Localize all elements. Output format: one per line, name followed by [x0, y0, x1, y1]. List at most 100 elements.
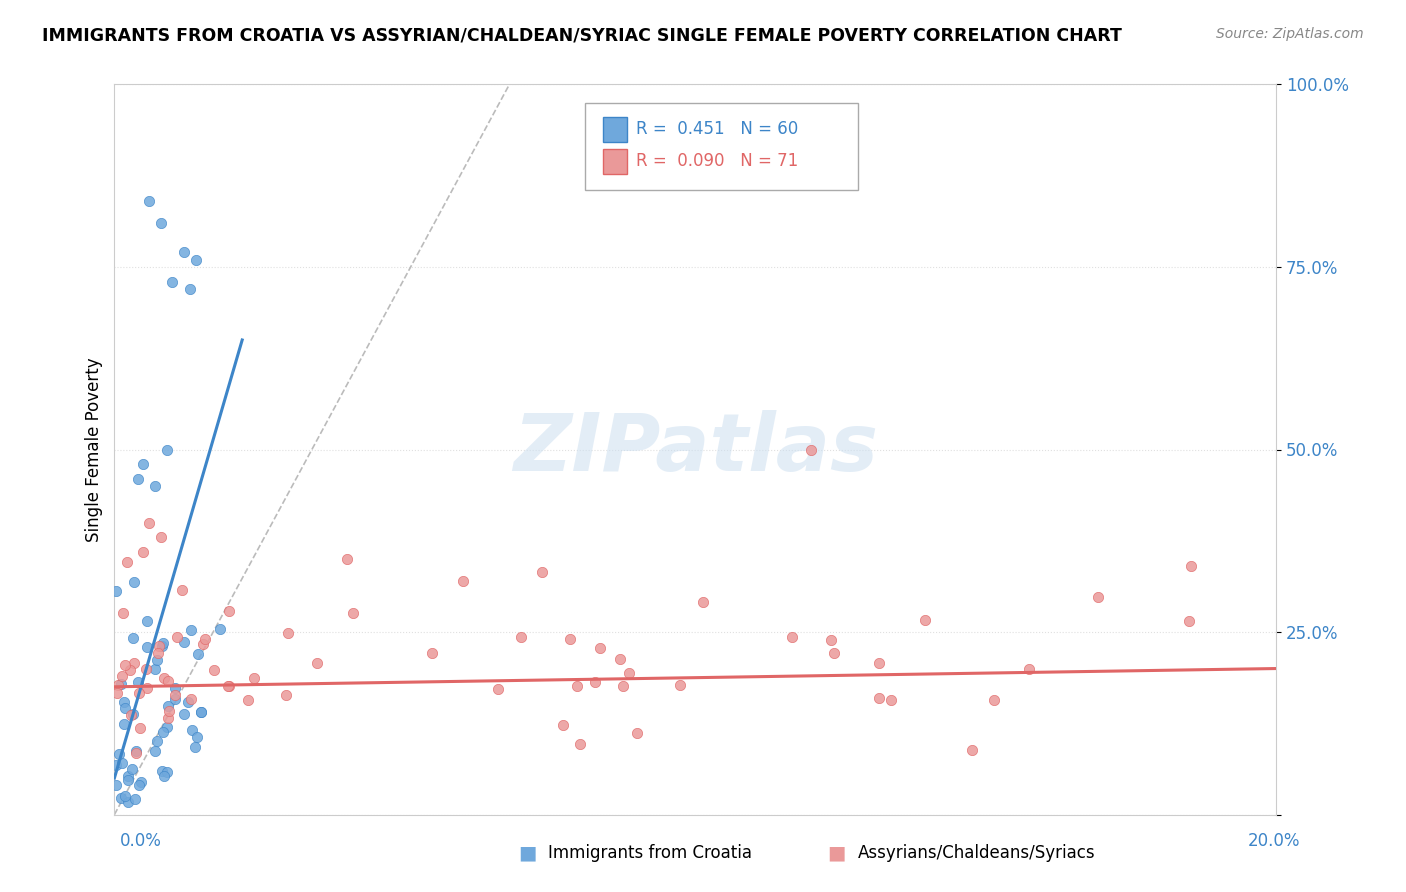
Point [129, 774, 152, 789]
Point [132, 545, 155, 559]
Point [914, 613, 936, 627]
Point [157, 704, 180, 718]
Point [669, 678, 692, 692]
Point [124, 792, 146, 806]
Point [162, 275, 184, 289]
Point [960, 743, 983, 757]
Point [117, 769, 139, 783]
Point [165, 692, 187, 706]
Point [509, 630, 531, 644]
Point [115, 555, 138, 569]
Point [105, 757, 128, 772]
Point [451, 574, 474, 588]
Point [157, 673, 180, 688]
Point [1178, 614, 1201, 628]
Point [583, 674, 606, 689]
Point [111, 669, 134, 683]
Point [880, 693, 903, 707]
Point [626, 726, 648, 740]
Point [150, 640, 173, 654]
Point [146, 653, 169, 667]
Text: Immigrants from Croatia: Immigrants from Croatia [548, 844, 752, 862]
Point [202, 663, 225, 677]
Point [136, 640, 159, 655]
Point [531, 566, 554, 580]
Point [277, 626, 299, 640]
Point [193, 632, 215, 646]
Point [112, 717, 135, 731]
Point [125, 744, 148, 758]
Point [184, 739, 207, 754]
Point [274, 688, 297, 702]
Point [179, 282, 201, 296]
Y-axis label: Single Female Poverty: Single Female Poverty [86, 357, 103, 541]
Point [107, 747, 129, 761]
Point [617, 665, 640, 680]
Point [117, 795, 139, 809]
Point [868, 690, 890, 705]
Point [187, 648, 209, 662]
Point [145, 744, 167, 758]
Text: IMMIGRANTS FROM CROATIA VS ASSYRIAN/CHALDEAN/SYRIAC SINGLE FEMALE POVERTY CORREL: IMMIGRANTS FROM CROATIA VS ASSYRIAN/CHAL… [42, 27, 1122, 45]
Point [146, 647, 169, 661]
Point [177, 695, 200, 709]
Point [823, 646, 845, 660]
Point [152, 636, 174, 650]
Point [190, 705, 212, 719]
Point [800, 442, 823, 457]
Point [166, 630, 188, 644]
Point [184, 252, 207, 267]
Point [127, 674, 149, 689]
FancyBboxPatch shape [603, 117, 627, 142]
Point [163, 688, 186, 702]
Point [152, 724, 174, 739]
Text: Source: ZipAtlas.com: Source: ZipAtlas.com [1216, 27, 1364, 41]
FancyBboxPatch shape [585, 103, 858, 190]
Point [156, 698, 179, 713]
Point [132, 457, 155, 471]
Point [150, 764, 173, 778]
Text: R =  0.090   N = 71: R = 0.090 N = 71 [636, 153, 799, 170]
Point [148, 639, 170, 653]
Point [820, 633, 842, 648]
Point [146, 734, 169, 748]
Point [105, 583, 128, 598]
Point [138, 194, 160, 209]
FancyBboxPatch shape [603, 150, 627, 174]
Point [181, 723, 204, 737]
Point [153, 671, 176, 685]
Point [111, 607, 134, 621]
Point [110, 677, 132, 691]
Point [342, 606, 364, 620]
Point [157, 711, 180, 725]
Point [128, 686, 150, 700]
Text: ■: ■ [517, 843, 537, 862]
Point [565, 679, 588, 693]
Point [180, 624, 202, 638]
Point [173, 634, 195, 648]
Point [124, 656, 146, 670]
Point [112, 695, 135, 709]
Point [143, 479, 166, 493]
Point [191, 637, 214, 651]
Point [111, 756, 134, 770]
Point [172, 582, 194, 597]
Point [780, 630, 803, 644]
Point [125, 746, 148, 760]
Point [153, 768, 176, 782]
Point [558, 632, 581, 647]
Point [122, 575, 145, 590]
Text: 0.0%: 0.0% [120, 831, 162, 849]
Point [156, 442, 179, 457]
Point [692, 595, 714, 609]
Point [983, 693, 1005, 707]
Point [121, 763, 143, 777]
Point [128, 721, 150, 735]
Point [551, 717, 574, 731]
Point [156, 720, 179, 734]
Point [190, 705, 212, 719]
Point [238, 693, 260, 707]
Point [218, 604, 240, 618]
Point [143, 662, 166, 676]
Point [156, 765, 179, 780]
